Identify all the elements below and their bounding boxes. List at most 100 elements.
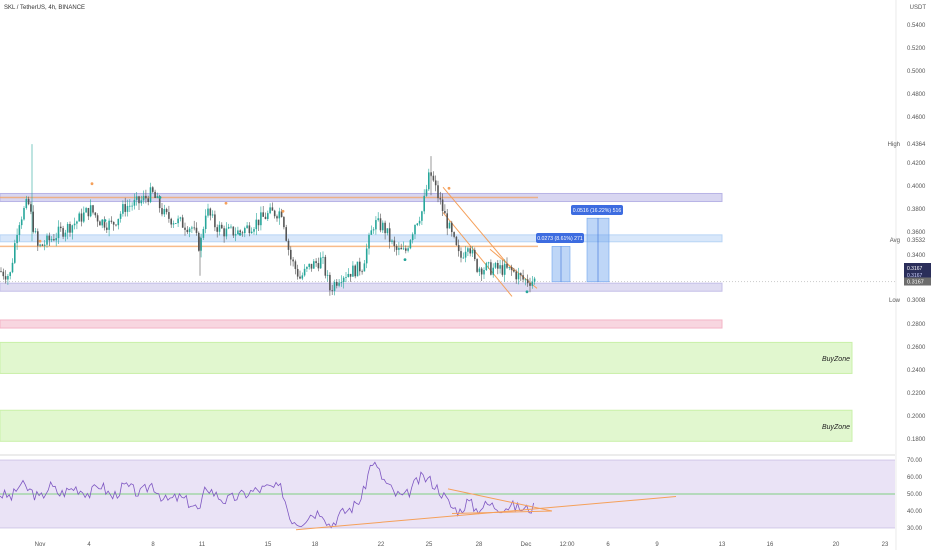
candle-body [101, 219, 103, 226]
candle-body [490, 262, 492, 275]
candle-body [382, 222, 384, 231]
price-tick-label: 0.2600 [907, 345, 926, 351]
candle-body [480, 268, 483, 275]
candle-body [531, 281, 534, 286]
candle-body [9, 272, 11, 276]
zones-layer: BuyZone BuyZone [0, 192, 895, 442]
candle-body [69, 224, 71, 233]
candle-body [94, 212, 97, 216]
candle-body [453, 232, 455, 237]
signal-marker [525, 290, 529, 294]
time-axis[interactable]: Nov 4 8 11 15 18 22 25 28 Dec 12:00 6 9 13 16 20 23 [35, 542, 889, 548]
candle-body [460, 251, 462, 258]
candle-body [368, 234, 370, 249]
candle-body [108, 220, 110, 230]
candle-body [377, 218, 379, 221]
candle-body [345, 276, 347, 278]
candle-body [257, 219, 260, 226]
candle-body [227, 226, 230, 229]
time-tick-label: 16 [767, 542, 774, 548]
last-price-tag-text: 0.3167 [907, 280, 924, 286]
candle-body [400, 247, 402, 250]
candle-body [239, 230, 241, 233]
signal-marker [103, 219, 107, 222]
candle-body [497, 262, 499, 269]
measure-tools[interactable]: 0.0273 (8.61%) 271 0.0516 (16.22%) 516 [536, 205, 623, 283]
candle-body [20, 219, 23, 226]
candle-body [271, 207, 274, 211]
candle-body [149, 187, 152, 202]
candle-body [524, 279, 527, 281]
candle-body [508, 267, 511, 268]
price-tick-label: 0.3008 [907, 298, 926, 304]
candle-body [179, 217, 182, 219]
price-tick-label: 0.3600 [907, 230, 926, 236]
candle-body [290, 249, 292, 260]
candle-body [177, 218, 179, 224]
candle-body [126, 205, 129, 212]
candle-body [301, 275, 304, 279]
candle-body [264, 216, 267, 219]
price-axis[interactable]: 0.5400 0.5200 0.5000 0.4800 0.4600 0.4364 0.42… [888, 0, 931, 550]
candle-body [154, 191, 156, 199]
candle-body [48, 235, 51, 241]
stat-label-high: High [888, 142, 900, 148]
candle-body [386, 228, 389, 234]
time-tick-label: 28 [476, 542, 483, 548]
candle-body [322, 256, 324, 258]
measure-label-box [536, 233, 584, 243]
candle-body [437, 185, 439, 199]
candle-body [276, 216, 278, 219]
time-tick-label: 18 [312, 542, 319, 548]
candle-body [122, 204, 124, 214]
candle-body [168, 212, 170, 219]
time-tick-label: 8 [151, 542, 155, 548]
candle-body [71, 225, 74, 233]
candle-body [326, 274, 329, 276]
candle-body [331, 290, 333, 292]
candle-body [135, 196, 138, 200]
candle-body [7, 275, 9, 280]
candle-body [260, 212, 262, 226]
candle-body [106, 227, 108, 230]
candle-body [372, 229, 375, 231]
candle-body [200, 237, 202, 251]
candle-body [87, 208, 90, 217]
candle-body [119, 213, 122, 219]
candle-body [308, 263, 310, 267]
time-tick-label: 4 [87, 542, 91, 548]
buy-zone-box [0, 409, 853, 442]
candle-body [379, 218, 382, 231]
candle-body [402, 248, 405, 250]
candle-body [428, 172, 430, 190]
candle-body [313, 261, 315, 269]
measure-label: 0.0273 (8.61%) 271 [537, 236, 583, 242]
candle-body [172, 223, 175, 225]
candle-body [365, 248, 368, 264]
candle-body [269, 207, 271, 214]
candle-body [43, 244, 46, 246]
signal-marker [447, 186, 451, 190]
candle-body [347, 273, 350, 277]
rsi-tick-label: 40.00 [907, 509, 923, 515]
zone-box-red [0, 319, 723, 329]
rsi-tick-label: 70.00 [907, 458, 923, 464]
rsi-trendline [447, 488, 553, 512]
candle-body [299, 276, 301, 279]
chart-title: SKL / TetherUS, 4h, BINANCE [4, 5, 85, 11]
candle-body [432, 175, 435, 181]
current-price-tag-text: 0.3167 [907, 273, 923, 279]
candle-body [487, 262, 490, 264]
candle-body [46, 235, 48, 245]
candle-body [241, 232, 244, 234]
candle-body [361, 271, 363, 273]
candle-body [391, 240, 393, 242]
candle-body [483, 270, 485, 275]
candle-body [384, 222, 386, 234]
descending-trendline [489, 248, 538, 289]
candle-body [140, 200, 143, 204]
candle-body [352, 265, 354, 277]
candle-body [170, 218, 172, 225]
measure-label-box [571, 205, 623, 215]
